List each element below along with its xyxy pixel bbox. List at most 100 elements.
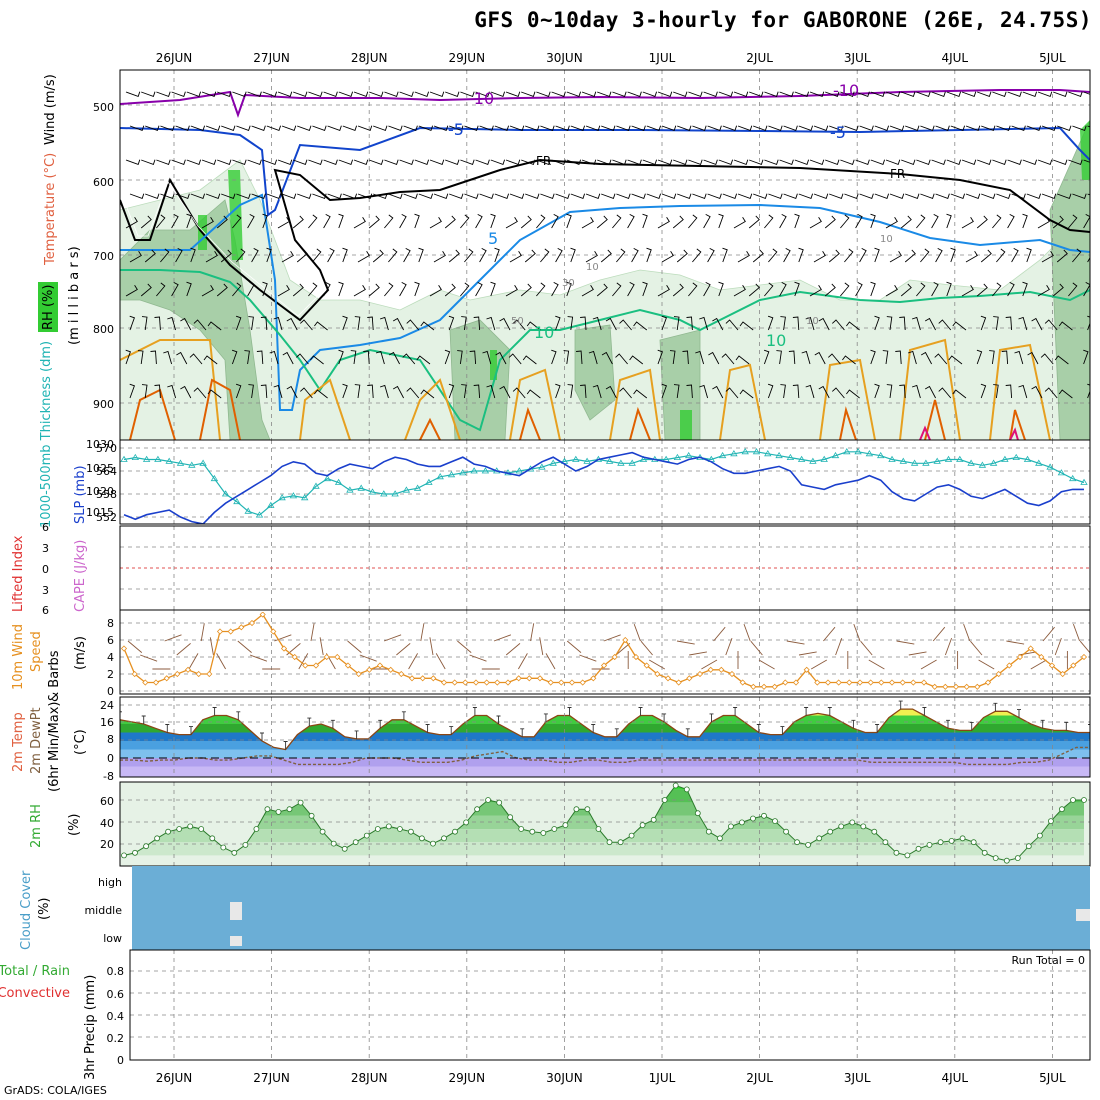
wind-barb bbox=[992, 282, 1002, 297]
wind-barb bbox=[461, 384, 467, 399]
wind-barb bbox=[840, 214, 850, 229]
wind-barb bbox=[499, 385, 511, 399]
wind-barb bbox=[292, 215, 304, 229]
wind-speed-point bbox=[1070, 662, 1077, 669]
thickness-point bbox=[876, 451, 885, 459]
wind-barb bbox=[277, 91, 293, 97]
wind-barb bbox=[798, 247, 804, 263]
wind-barb bbox=[499, 317, 511, 331]
rh2m-point bbox=[981, 849, 988, 856]
minmax-bar bbox=[425, 724, 430, 733]
rh2m-point bbox=[849, 819, 856, 826]
wind-barb bbox=[1037, 216, 1050, 229]
wind-barb bbox=[274, 634, 292, 642]
wind-barb bbox=[375, 350, 385, 365]
wind-barb bbox=[545, 653, 556, 670]
contour-label: 10 bbox=[534, 323, 554, 342]
wind-barb bbox=[934, 353, 948, 365]
wind-barb bbox=[505, 159, 521, 165]
wind-barb bbox=[844, 193, 859, 199]
minmax-bar bbox=[685, 728, 690, 737]
wind-barb bbox=[1057, 193, 1072, 199]
date-label-top: 3JUL bbox=[844, 51, 871, 65]
thickness-point bbox=[888, 455, 896, 462]
wind-barb bbox=[905, 125, 920, 131]
wind-barb bbox=[1072, 125, 1087, 131]
wind-barb bbox=[323, 214, 331, 229]
cloud-cover-unit: (%) bbox=[37, 898, 52, 921]
wind-barb bbox=[156, 214, 166, 229]
wind-barb bbox=[993, 384, 999, 399]
wind-barb bbox=[886, 384, 893, 399]
rh2m-point bbox=[717, 835, 723, 842]
wind-barb bbox=[616, 125, 631, 131]
thickness-point bbox=[1012, 453, 1020, 460]
wind-barb bbox=[748, 215, 760, 229]
wind-barb bbox=[938, 319, 952, 331]
cloud-gap bbox=[230, 936, 242, 946]
wind-barb bbox=[266, 247, 272, 263]
wind-barb bbox=[312, 248, 322, 263]
wind-barb bbox=[190, 125, 206, 131]
li-tick: 6 bbox=[42, 604, 49, 617]
minmax-bar bbox=[472, 707, 477, 716]
rh2m-point bbox=[220, 844, 227, 851]
wind-barb bbox=[567, 384, 574, 399]
rh2m-point bbox=[705, 828, 712, 835]
wind-barb bbox=[809, 284, 822, 297]
date-label-bottom: 4JUL bbox=[941, 1071, 968, 1085]
wind-barb bbox=[262, 159, 278, 165]
wind-barb bbox=[743, 623, 751, 642]
wind-barb bbox=[920, 351, 932, 365]
wind-barb bbox=[216, 283, 228, 297]
wind-barb bbox=[1083, 159, 1090, 163]
thickness-point bbox=[131, 453, 140, 460]
wind-barb bbox=[924, 317, 936, 331]
thickness-point bbox=[820, 455, 828, 462]
wind-barb bbox=[505, 643, 521, 656]
wind-barb bbox=[526, 321, 541, 331]
wind-barb bbox=[464, 248, 474, 263]
wind-barb bbox=[160, 248, 170, 263]
wind-speed-point bbox=[440, 679, 448, 686]
wind-speed-point bbox=[472, 679, 480, 686]
thickness-point bbox=[221, 490, 230, 497]
rh2m-point bbox=[816, 835, 823, 842]
rh2m-point bbox=[485, 797, 492, 803]
wind-barb bbox=[615, 353, 628, 365]
wind-barb bbox=[980, 315, 987, 331]
date-label-top: 30JUN bbox=[546, 51, 583, 65]
cloud-cover-fill bbox=[132, 866, 1090, 950]
wind-barb bbox=[677, 125, 692, 131]
wind-barb bbox=[350, 350, 357, 365]
wind-barb bbox=[444, 283, 456, 297]
wind-barb bbox=[764, 282, 774, 297]
rh2m-point bbox=[948, 838, 955, 844]
wind-barb bbox=[905, 193, 920, 199]
wind-speed-point bbox=[344, 662, 352, 669]
wind-barb bbox=[676, 640, 695, 645]
wind-barb bbox=[129, 383, 135, 399]
wind-barb bbox=[798, 651, 817, 656]
wind-barb bbox=[399, 91, 414, 97]
wind-barb bbox=[269, 350, 279, 365]
wind-barb bbox=[490, 159, 506, 165]
wind-speed-point bbox=[184, 666, 192, 673]
wind-barb bbox=[125, 349, 131, 365]
wind-barb bbox=[911, 384, 921, 399]
wind-speed-point bbox=[718, 666, 725, 673]
wind-barb bbox=[277, 284, 290, 297]
wind-barb bbox=[657, 349, 663, 365]
wind-speed-point bbox=[728, 670, 736, 678]
wind-barb bbox=[156, 91, 171, 97]
wind-speed-point bbox=[494, 679, 501, 686]
wind-barb bbox=[555, 383, 561, 399]
wind-barb bbox=[682, 350, 689, 365]
wind-barb bbox=[221, 193, 236, 199]
wind-barb bbox=[186, 159, 202, 165]
wind-barb bbox=[125, 91, 141, 97]
thickness-point bbox=[447, 471, 456, 478]
cloud-cover-label: Cloud Cover bbox=[19, 870, 34, 950]
wind-barb bbox=[794, 91, 810, 97]
wind-barb bbox=[580, 316, 587, 331]
